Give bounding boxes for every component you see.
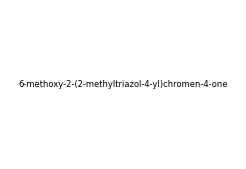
Text: 6-methoxy-2-(2-methyltriazol-4-yl)chromen-4-one: 6-methoxy-2-(2-methyltriazol-4-yl)chrome…: [18, 80, 228, 89]
